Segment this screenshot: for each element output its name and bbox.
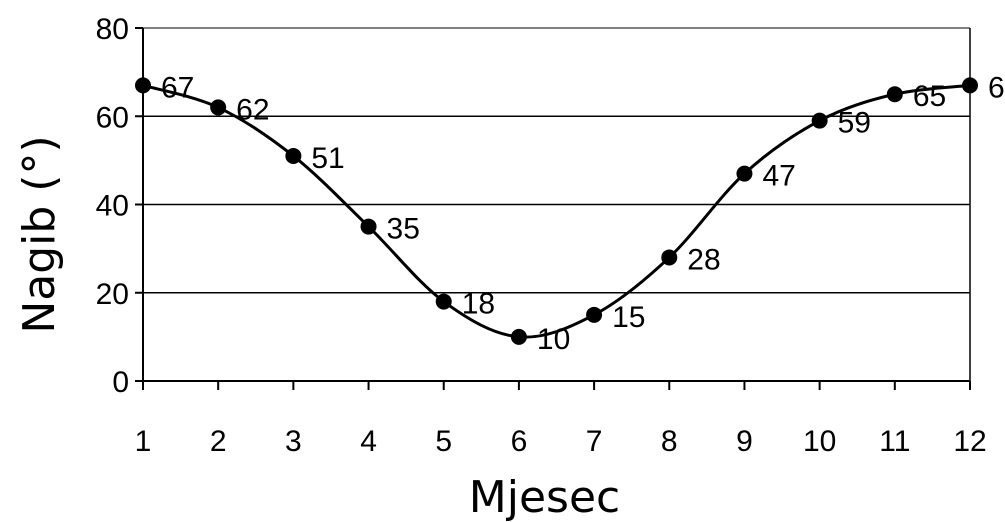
x-axis-ticks: 1 2 3 4 5 6 7 8 9 10 11 12 [135, 381, 987, 458]
data-point [886, 86, 903, 103]
data-label: 15 [612, 301, 645, 334]
data-point [135, 77, 151, 94]
x-tick-label: 2 [210, 425, 227, 458]
data-label: 47 [762, 160, 795, 193]
data-point [210, 99, 227, 116]
data-point [962, 77, 978, 94]
y-tick-label: 80 [96, 13, 129, 46]
x-tick-label: 1 [135, 425, 152, 458]
data-label: 59 [838, 107, 871, 140]
x-tick-label: 4 [360, 425, 377, 458]
data-label: 67 [161, 71, 194, 104]
gridlines [143, 27, 970, 294]
data-label: 18 [462, 288, 495, 321]
x-axis-title: Mjesec [469, 472, 620, 522]
data-point [736, 165, 753, 182]
data-point [435, 293, 452, 310]
data-label: 62 [236, 93, 269, 126]
data-label: 65 [913, 80, 946, 113]
x-tick-label: 12 [953, 425, 986, 458]
y-tick-label: 20 [96, 278, 129, 311]
data-point [661, 249, 678, 266]
data-point [360, 218, 377, 235]
data-label: 10 [537, 323, 570, 356]
y-tick-label: 40 [96, 190, 129, 223]
y-axis-ticks: 0 20 40 60 80 [96, 13, 143, 399]
y-tick-label: 60 [96, 101, 129, 134]
data-label: 35 [387, 213, 420, 246]
x-tick-label: 7 [586, 425, 603, 458]
data-points [135, 77, 978, 345]
data-point [811, 112, 828, 129]
data-label: 67 [988, 71, 1005, 104]
x-tick-label: 11 [879, 425, 910, 458]
x-tick-label: 6 [511, 425, 528, 458]
x-tick-label: 10 [803, 425, 836, 458]
y-axis-title: Nagib (°) [14, 135, 65, 333]
x-tick-label: 3 [285, 425, 302, 458]
x-tick-label: 9 [736, 425, 753, 458]
data-point [586, 306, 603, 323]
data-point [285, 147, 302, 164]
data-point [510, 328, 527, 345]
data-labels: 67 62 51 35 18 10 15 28 47 59 65 67 [161, 71, 1005, 356]
x-tick-label: 8 [661, 425, 678, 458]
x-tick-label: 5 [435, 425, 452, 458]
data-label: 28 [687, 243, 720, 276]
y-tick-label: 0 [112, 366, 129, 399]
data-label: 51 [311, 142, 344, 175]
